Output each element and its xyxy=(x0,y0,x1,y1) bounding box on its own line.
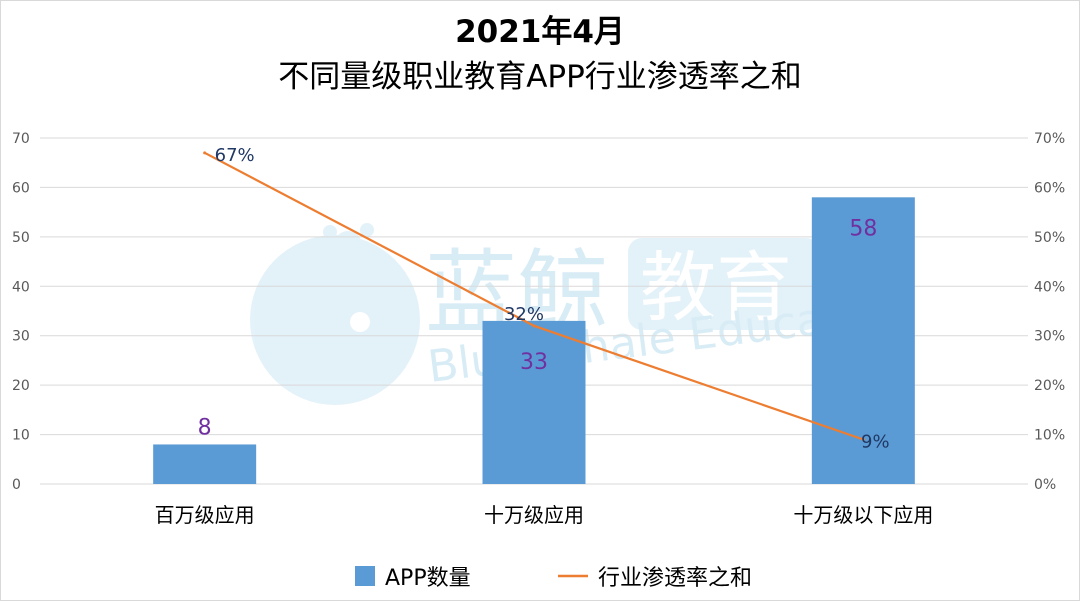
line-point xyxy=(203,151,207,155)
data-labels: 8 33 58 67% 32% 9% xyxy=(198,145,890,453)
legend-line-label: 行业渗透率之和 xyxy=(598,566,752,591)
y-right-tick-label: 50% xyxy=(1034,230,1065,246)
y-left-tick-label: 0 xyxy=(12,477,21,493)
line-data-label: 67% xyxy=(215,145,255,166)
watermark-splash-drop-3 xyxy=(360,223,374,237)
y-left-tick-label: 60 xyxy=(12,180,30,196)
y-right-tick-label: 0% xyxy=(1034,477,1056,493)
y-left-tick-label: 40 xyxy=(12,279,30,295)
watermark-splash-drop-1 xyxy=(334,231,362,259)
y-left-tick-label: 70 xyxy=(12,131,30,147)
line-point xyxy=(532,324,536,328)
bar xyxy=(811,197,915,485)
chart-title-line-2: 不同量级职业教育APP行业渗透率之和 xyxy=(278,59,802,95)
watermark-cn-box-text: 教育 xyxy=(640,243,792,332)
x-category-label: 十万级应用 xyxy=(484,503,584,527)
bar xyxy=(482,320,586,484)
y-right-tick-label: 30% xyxy=(1034,329,1065,345)
line-point xyxy=(861,438,865,442)
watermark-whale-eye xyxy=(350,312,370,332)
y-right-tick-label: 10% xyxy=(1034,428,1065,444)
x-category-label: 百万级应用 xyxy=(155,503,255,527)
line-data-label: 32% xyxy=(504,304,544,325)
bar-data-label: 33 xyxy=(520,350,548,375)
x-axis-categories: 百万级应用 十万级应用 十万级以下应用 xyxy=(155,503,934,527)
x-category-label: 十万级以下应用 xyxy=(793,503,933,527)
watermark-splash-drop-2 xyxy=(323,225,337,239)
y-right-tick-label: 60% xyxy=(1034,180,1065,196)
bar-data-label: 58 xyxy=(849,216,877,241)
legend-bar-label: APP数量 xyxy=(385,566,471,591)
y-right-tick-label: 40% xyxy=(1034,279,1065,295)
y-left-tick-label: 50 xyxy=(12,230,30,246)
y-left-tick-label: 20 xyxy=(12,378,30,394)
chart-title-line-1: 2021年4月 xyxy=(455,14,625,50)
y-axis-right: 0% 10% 20% 30% 40% 50% 60% 70% xyxy=(1034,131,1065,493)
y-right-tick-label: 20% xyxy=(1034,378,1065,394)
watermark-whale-icon xyxy=(250,235,420,405)
y-right-tick-label: 70% xyxy=(1034,131,1065,147)
bar-data-label: 8 xyxy=(198,415,212,440)
y-axis-left: 0 10 20 30 40 50 60 70 xyxy=(12,131,30,493)
legend-bar-swatch xyxy=(355,566,375,586)
line-data-label: 9% xyxy=(861,432,890,453)
y-left-tick-label: 30 xyxy=(12,329,30,345)
line-series xyxy=(203,151,865,442)
legend: APP数量 行业渗透率之和 xyxy=(355,566,752,591)
y-left-tick-label: 10 xyxy=(12,428,30,444)
bar-series xyxy=(153,197,915,485)
bar xyxy=(153,444,257,484)
watermark-cn-box xyxy=(628,238,820,330)
